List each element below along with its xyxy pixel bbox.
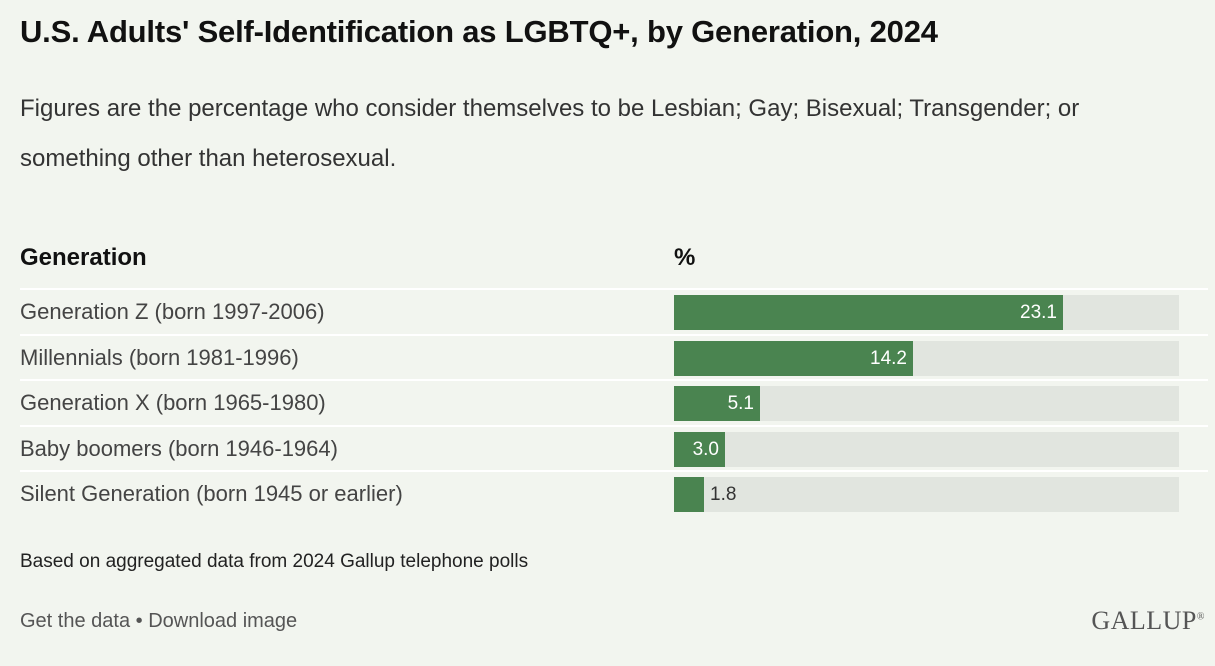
value-label: 3.0	[692, 438, 719, 460]
footer-links: Get the data • Download image	[20, 610, 297, 633]
value-label: 23.1	[1020, 302, 1057, 323]
footer-separator: •	[130, 610, 149, 632]
bar-track: 1.8	[674, 477, 1179, 513]
bar-table: Generation Z (born 1997-2006) 23.1 Millenn…	[20, 288, 1208, 516]
bar	[674, 431, 725, 467]
bar	[674, 477, 704, 513]
percent-column-header: %	[674, 244, 696, 271]
bar-track: 14.2	[674, 340, 1179, 376]
table-row: Baby boomers (born 1946-1964) 3.0	[20, 424, 1208, 471]
category-label: Baby boomers (born 1946-1964)	[20, 435, 338, 461]
chart-title: U.S. Adults' Self-Identification as LGBT…	[20, 14, 938, 49]
value-label: 1.8	[710, 484, 737, 506]
table-row: Generation X (born 1965-1980) 5.1	[20, 379, 1208, 425]
bar	[674, 340, 913, 376]
value-label: 5.1	[727, 393, 754, 415]
table-row: Generation Z (born 1997-2006) 23.1	[20, 288, 1208, 334]
category-label: Silent Generation (born 1945 or earlier)	[20, 481, 403, 507]
category-label: Millennials (born 1981-1996)	[20, 344, 299, 370]
bar	[674, 295, 1063, 330]
value-label: 14.2	[870, 347, 907, 369]
chart-subtitle: Figures are the percentage who consider …	[20, 95, 1080, 172]
bar	[674, 386, 760, 422]
table-row: Silent Generation (born 1945 or earlier)…	[20, 470, 1208, 516]
gallup-logo: GALLUP®	[1091, 606, 1205, 635]
source-note: Based on aggregated data from 2024 Gallu…	[20, 551, 529, 572]
bar-track: 5.1	[674, 386, 1179, 422]
generation-column-header: Generation	[20, 244, 147, 271]
download-image-link[interactable]: Download image	[148, 610, 298, 632]
bar-track: 3.0	[674, 431, 1179, 467]
get-data-link[interactable]: Get the data	[20, 610, 131, 632]
table-row: Millennials (born 1981-1996) 14.2	[20, 333, 1208, 380]
category-label: Generation X (born 1965-1980)	[20, 390, 326, 416]
category-label: Generation Z (born 1997-2006)	[20, 299, 325, 324]
bar-track: 23.1	[674, 295, 1179, 330]
